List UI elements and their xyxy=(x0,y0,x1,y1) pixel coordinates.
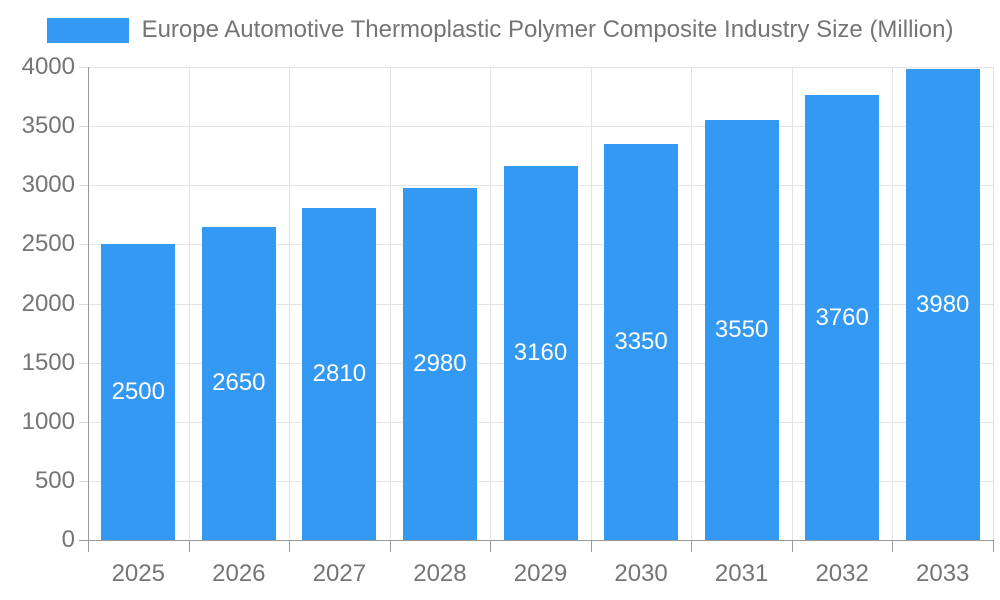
bar[interactable]: 3760 xyxy=(805,95,880,540)
x-axis-line xyxy=(88,540,993,541)
horizontal-gridline xyxy=(88,126,993,128)
y-axis-label: 2000 xyxy=(21,289,75,317)
x-axis-tick xyxy=(892,540,894,552)
y-axis-tick xyxy=(79,480,88,482)
x-axis-tick xyxy=(791,540,793,552)
bar[interactable]: 3980 xyxy=(905,69,980,540)
x-axis-tick xyxy=(389,540,391,552)
x-axis-tick xyxy=(993,540,994,552)
vertical-gridline xyxy=(691,67,693,540)
y-axis-tick xyxy=(79,67,88,68)
y-axis-label: 4000 xyxy=(21,53,75,80)
bar-value-label: 3980 xyxy=(916,290,970,318)
y-axis-label: 3000 xyxy=(21,171,75,199)
y-axis-label: 2500 xyxy=(21,230,75,258)
bar-value-label: 2980 xyxy=(413,349,467,377)
x-axis-tick xyxy=(289,540,291,552)
x-axis-label: 2025 xyxy=(111,560,165,587)
bar-value-label: 2500 xyxy=(111,378,165,406)
bar[interactable]: 3160 xyxy=(503,166,578,540)
y-axis-line xyxy=(88,67,89,552)
vertical-gridline xyxy=(188,67,190,540)
y-axis-tick xyxy=(79,244,88,246)
vertical-gridline xyxy=(590,67,592,540)
y-axis-label: 500 xyxy=(34,466,75,494)
vertical-gridline xyxy=(289,67,291,540)
y-axis-label: 0 xyxy=(61,526,75,553)
bar-value-label: 2810 xyxy=(312,359,367,387)
y-axis-label: 3500 xyxy=(21,112,75,140)
legend[interactable]: Europe Automotive Thermoplastic Polymer … xyxy=(0,16,1000,44)
x-axis-label: 2027 xyxy=(312,560,367,587)
bar[interactable]: 2500 xyxy=(101,244,176,540)
vertical-gridline xyxy=(892,67,894,540)
bar-value-label: 2650 xyxy=(212,369,266,397)
x-axis-tick xyxy=(188,540,190,552)
x-axis-tick xyxy=(590,540,592,552)
bar-value-label: 3760 xyxy=(815,303,869,331)
x-axis-label: 2030 xyxy=(614,560,668,587)
bar[interactable]: 2810 xyxy=(302,207,377,540)
bar-value-label: 3550 xyxy=(714,316,769,344)
y-axis-tick xyxy=(79,421,88,423)
x-axis-tick xyxy=(691,540,693,552)
y-axis-tick xyxy=(79,362,88,364)
bar-value-label: 3160 xyxy=(513,339,568,367)
x-axis-label: 2026 xyxy=(212,560,266,587)
horizontal-gridline xyxy=(88,67,993,68)
vertical-gridline xyxy=(389,67,391,540)
legend-series-label: Europe Automotive Thermoplastic Polymer … xyxy=(141,16,954,43)
bar-value-label: 3350 xyxy=(614,327,668,355)
plot-area: 2500 2650 2810 2980 3160 3350 3550 3760 3980 xyxy=(79,67,994,552)
bar[interactable]: 3350 xyxy=(604,143,679,540)
vertical-gridline xyxy=(490,67,492,540)
y-axis-label: 1500 xyxy=(21,348,75,376)
y-axis-tick xyxy=(79,540,88,541)
y-axis-tick xyxy=(79,126,88,128)
y-axis-tick xyxy=(79,303,88,305)
x-axis-label: 2031 xyxy=(714,560,769,587)
x-axis-label: 2029 xyxy=(513,560,568,587)
vertical-gridline xyxy=(993,67,994,540)
bar[interactable]: 3550 xyxy=(704,120,779,540)
y-axis-tick xyxy=(79,185,88,187)
x-axis-tick xyxy=(490,540,492,552)
x-axis-label: 2033 xyxy=(916,560,970,587)
x-axis-label: 2028 xyxy=(413,560,467,587)
x-axis-label: 2032 xyxy=(815,560,869,587)
y-axis-label: 1000 xyxy=(21,407,75,435)
bar[interactable]: 2980 xyxy=(402,187,477,540)
vertical-gridline xyxy=(791,67,793,540)
bar[interactable]: 2650 xyxy=(201,226,276,540)
legend-swatch[interactable] xyxy=(46,17,129,43)
